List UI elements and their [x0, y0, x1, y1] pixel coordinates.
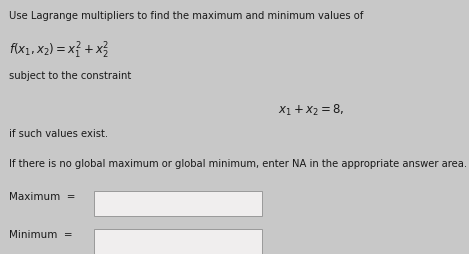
Text: if such values exist.: if such values exist. [9, 128, 108, 138]
FancyBboxPatch shape [94, 229, 262, 254]
Text: Use Lagrange multipliers to find the maximum and minimum values of: Use Lagrange multipliers to find the max… [9, 11, 363, 21]
FancyBboxPatch shape [94, 192, 262, 217]
Text: Minimum  =: Minimum = [9, 229, 73, 239]
Text: Maximum  =: Maximum = [9, 192, 76, 202]
Text: subject to the constraint: subject to the constraint [9, 71, 131, 81]
Text: If there is no global maximum or global minimum, enter NA in the appropriate ans: If there is no global maximum or global … [9, 158, 468, 168]
Text: $x_1 + x_2 = 8,$: $x_1 + x_2 = 8,$ [278, 102, 345, 117]
Text: $f(x_1, x_2) = x_1^2 + x_2^2$: $f(x_1, x_2) = x_1^2 + x_2^2$ [9, 41, 110, 61]
